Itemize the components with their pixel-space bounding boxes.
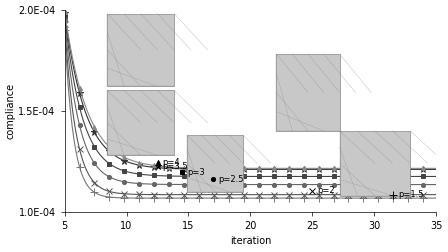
p=2.5 [77, 124, 82, 127]
p=3 [77, 106, 82, 109]
p=4 [131, 160, 136, 163]
p=1.5 [404, 197, 409, 200]
Text: p=2.5: p=2.5 [218, 175, 244, 184]
p=3.5 [84, 115, 90, 118]
FancyBboxPatch shape [108, 90, 174, 155]
p=2.5 [161, 183, 166, 186]
FancyBboxPatch shape [108, 14, 174, 86]
p=3 [415, 175, 420, 178]
FancyBboxPatch shape [276, 54, 340, 131]
Line: p=3: p=3 [63, 14, 438, 178]
p=4 [434, 167, 439, 170]
Text: p=4: p=4 [163, 158, 180, 167]
p=2 [62, 22, 67, 25]
p=2 [402, 193, 407, 196]
p=2.5 [84, 148, 90, 151]
p=1.5 [434, 197, 439, 200]
X-axis label: iteration: iteration [230, 236, 271, 246]
p=3 [84, 130, 90, 133]
p=1.5 [77, 166, 82, 169]
p=2 [84, 170, 90, 173]
p=3.5 [434, 168, 439, 171]
Text: p=2: p=2 [317, 186, 335, 195]
p=4 [161, 165, 166, 168]
Text: p=3: p=3 [187, 168, 205, 177]
p=2.5 [415, 183, 420, 186]
p=2.5 [402, 183, 407, 186]
p=1.5 [161, 197, 166, 200]
p=4 [84, 109, 90, 112]
Line: p=1.5: p=1.5 [60, 26, 440, 202]
p=1.5 [84, 183, 90, 186]
p=3 [131, 172, 136, 175]
p=3 [161, 174, 166, 177]
Line: p=3.5: p=3.5 [61, 9, 440, 173]
Text: p=3.5: p=3.5 [163, 162, 188, 171]
p=3.5 [402, 168, 407, 171]
p=2 [434, 193, 439, 196]
p=2.5 [131, 182, 136, 185]
p=3.5 [77, 92, 82, 95]
p=1.5 [62, 28, 67, 31]
p=4 [415, 167, 420, 170]
Line: p=2.5: p=2.5 [63, 18, 438, 187]
p=4 [77, 86, 82, 89]
p=3.5 [161, 167, 166, 170]
p=2 [415, 193, 420, 196]
FancyBboxPatch shape [340, 131, 410, 196]
Line: p=4: p=4 [63, 10, 438, 170]
Y-axis label: compliance: compliance [5, 83, 16, 139]
p=4 [62, 10, 67, 13]
p=2.5 [434, 183, 439, 186]
p=2 [131, 193, 136, 196]
p=1.5 [131, 197, 136, 200]
p=3 [62, 14, 67, 17]
p=3.5 [131, 162, 136, 165]
FancyBboxPatch shape [187, 135, 243, 192]
p=4 [402, 167, 407, 170]
p=2 [161, 193, 166, 196]
p=3.5 [415, 168, 420, 171]
Text: p=1.5: p=1.5 [398, 190, 423, 199]
p=1.5 [391, 197, 396, 200]
Line: p=2: p=2 [62, 21, 439, 198]
p=3 [434, 175, 439, 178]
p=3 [402, 175, 407, 178]
p=3.5 [62, 11, 67, 14]
p=2 [77, 148, 82, 151]
p=1.5 [417, 197, 422, 200]
p=2.5 [62, 18, 67, 21]
